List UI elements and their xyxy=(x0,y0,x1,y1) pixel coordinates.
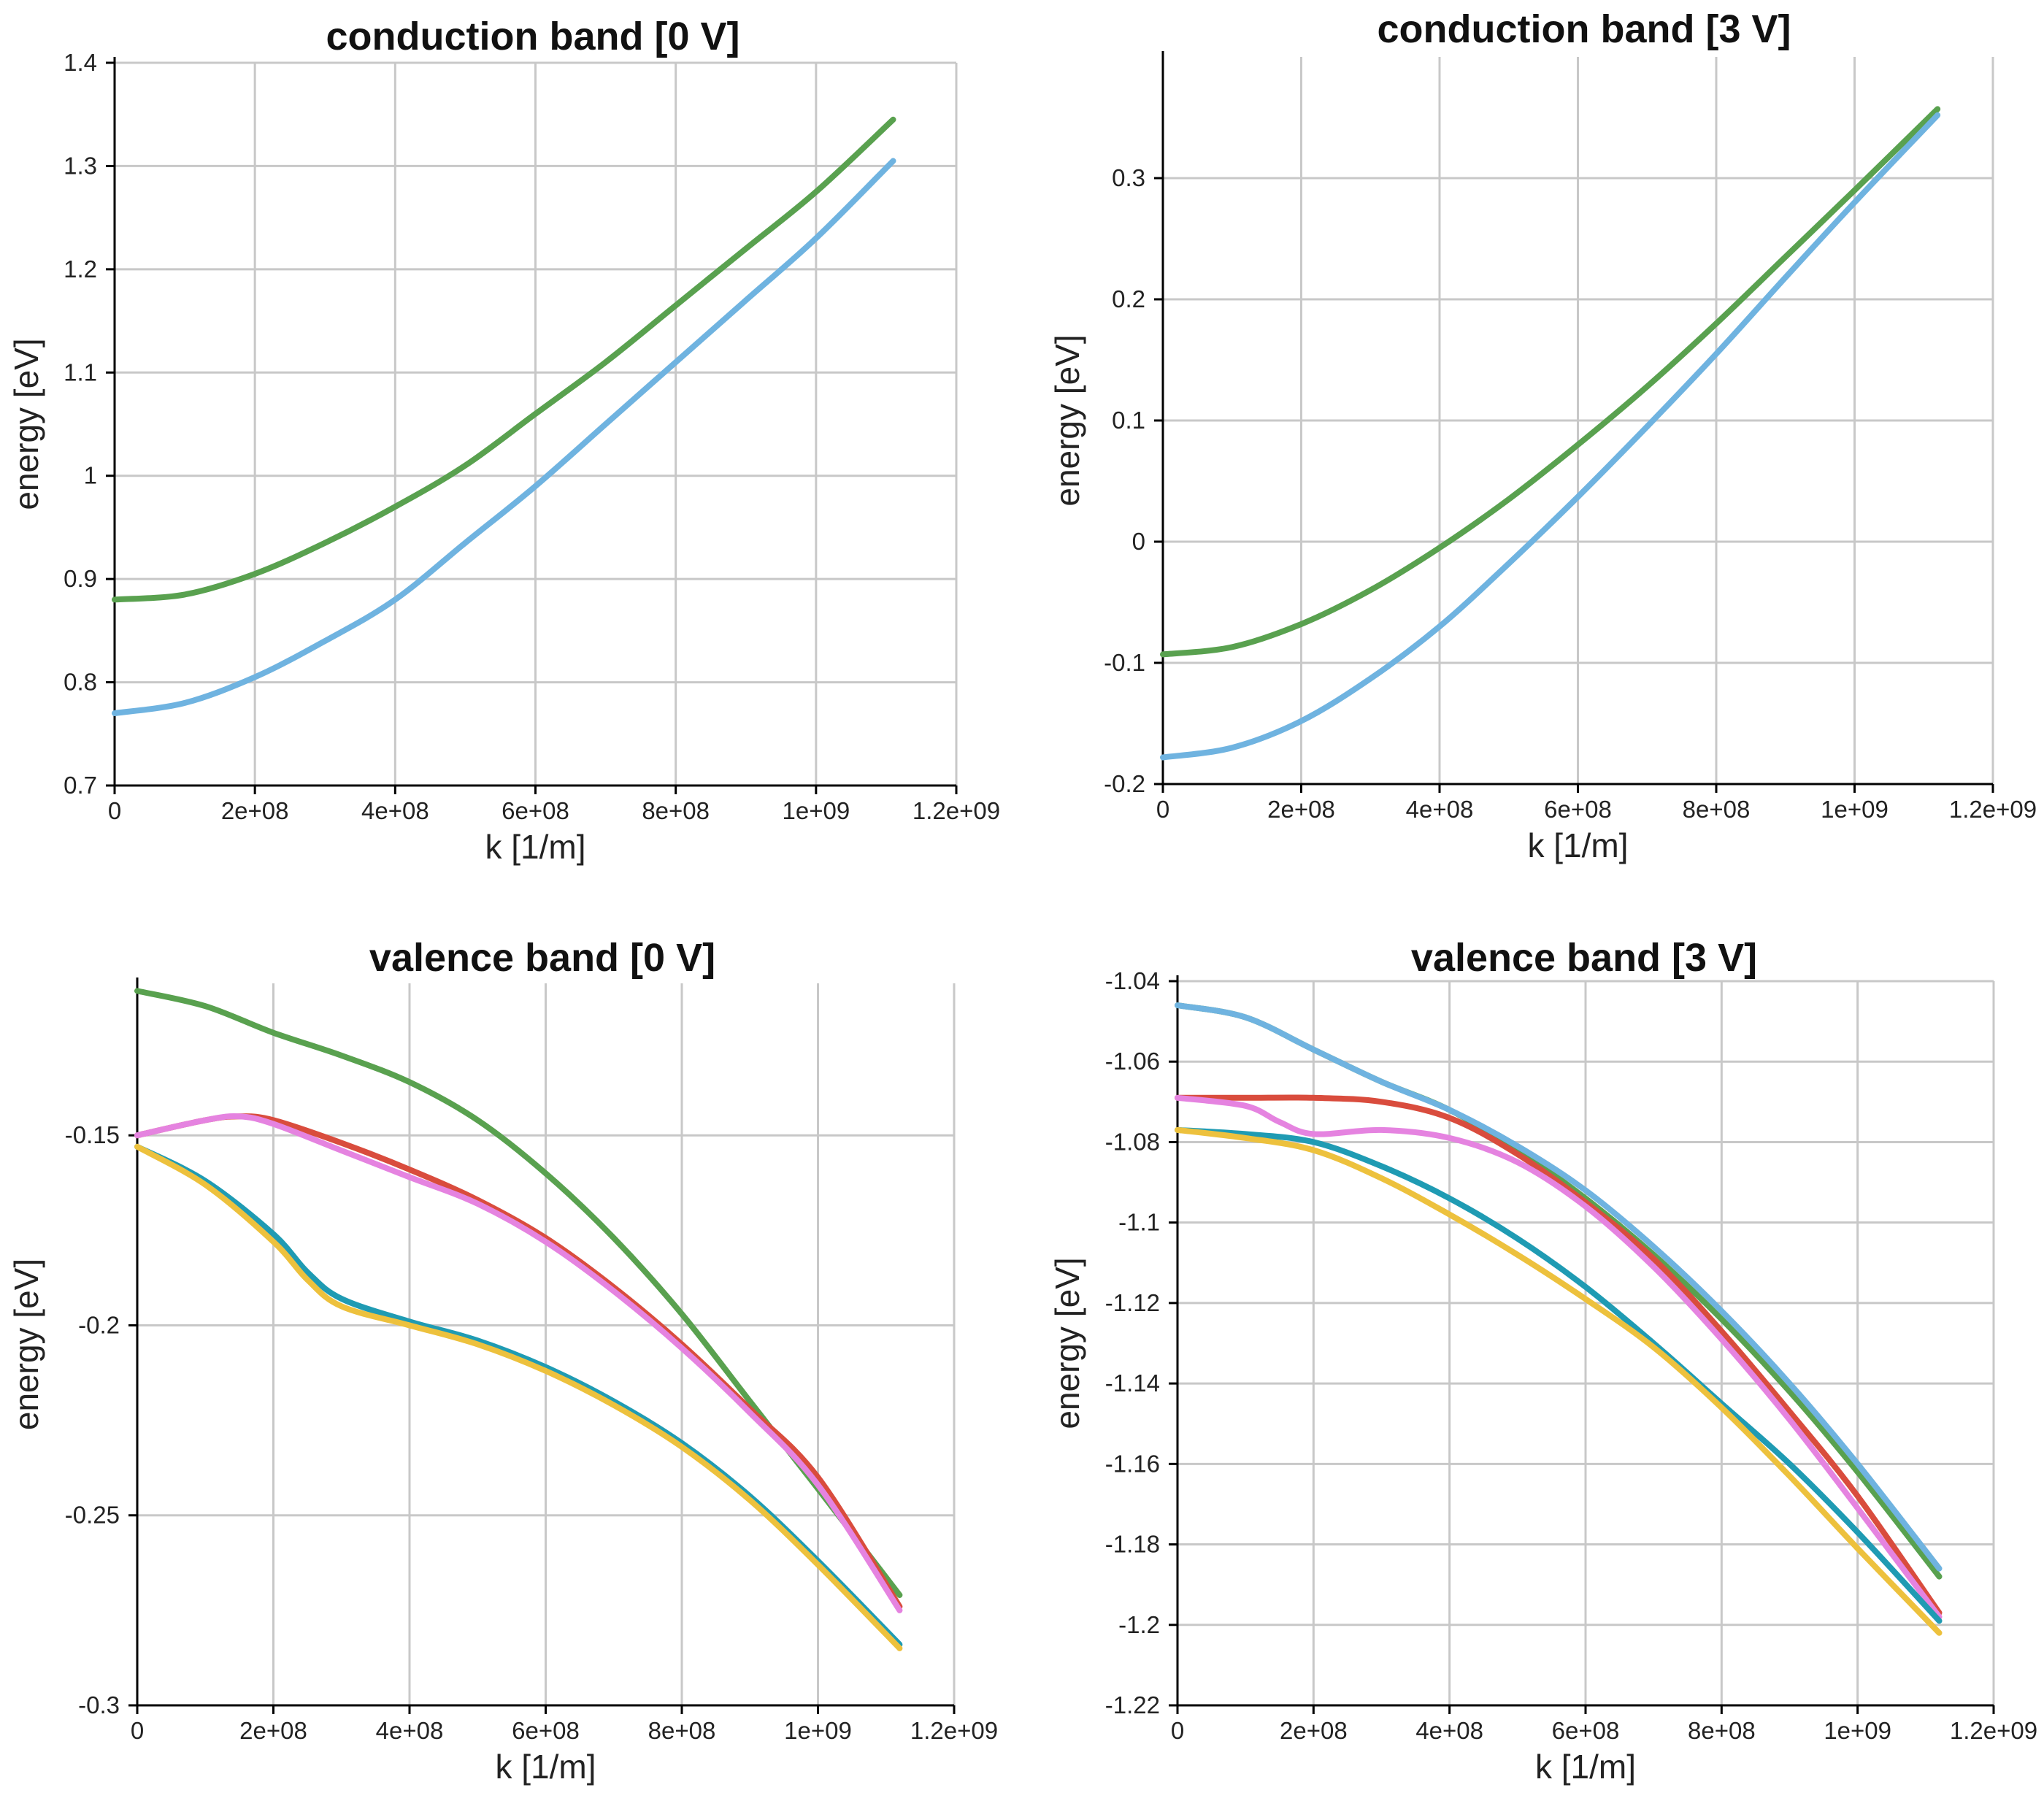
series-line-4 xyxy=(1175,1094,1943,1620)
x-tick-label: 2e+08 xyxy=(1280,1717,1348,1744)
x-tick-label: 8e+08 xyxy=(642,797,710,824)
x-tick-label: 1.2e+09 xyxy=(910,1717,998,1744)
y-tick-label: -0.25 xyxy=(65,1502,120,1529)
x-axis-label: k [1/m] xyxy=(1527,826,1628,864)
x-tick-label: 4e+08 xyxy=(1415,1717,1483,1744)
chart-title: valence band [3 V] xyxy=(1411,936,1757,980)
y-tick-label: -0.2 xyxy=(78,1311,120,1338)
series-line-5 xyxy=(134,1143,903,1651)
y-tick-label: 1.1 xyxy=(64,358,97,385)
x-axis-label: k [1/m] xyxy=(485,828,585,866)
series-line-2 xyxy=(1175,1002,1943,1572)
x-tick-label: 8e+08 xyxy=(1688,1717,1756,1744)
y-tick-label: -0.1 xyxy=(1104,649,1145,676)
series-line-5 xyxy=(1175,1126,1943,1624)
x-tick-label: 0 xyxy=(1156,796,1169,823)
x-tick-label: 1e+09 xyxy=(1824,1717,1891,1744)
series-line-2 xyxy=(112,158,896,716)
series-line-1 xyxy=(112,116,896,603)
x-tick-label: 8e+08 xyxy=(648,1717,716,1744)
chart-panel-1: conduction band [0 V] 0 2e+08 4e+08 6e+08 8e+… xyxy=(7,15,1000,866)
x-tick-label: 4e+08 xyxy=(376,1717,444,1744)
x-tick-label: 6e+08 xyxy=(512,1717,580,1744)
x-tick-label: 8e+08 xyxy=(1683,796,1751,823)
x-tick-label: 1.2e+09 xyxy=(912,797,1000,824)
y-axis-label: energy [eV] xyxy=(1048,1257,1086,1429)
y-tick-label: -1.04 xyxy=(1105,967,1160,994)
x-axis-label: k [1/m] xyxy=(1535,1748,1636,1786)
x-tick-label: 6e+08 xyxy=(1544,796,1612,823)
chart-panel-3: valence band [0 V] 0 2e+08 4e+08 6e+08 8e+08 1… xyxy=(7,936,998,1786)
x-tick-label: 2e+08 xyxy=(1267,796,1335,823)
x-tick-label: 6e+08 xyxy=(1552,1717,1620,1744)
y-tick-label: -1.08 xyxy=(1105,1128,1160,1155)
y-axis-label: energy [eV] xyxy=(7,338,45,510)
y-tick-label: 0.1 xyxy=(1112,407,1145,434)
y-tick-label: -0.3 xyxy=(78,1691,120,1718)
x-tick-label: 0 xyxy=(1171,1717,1184,1744)
x-tick-label: 6e+08 xyxy=(502,797,569,824)
chart-panel-2: conduction band [3 V] 0 2e+08 4e+08 6e+08 8e+… xyxy=(1048,7,2037,864)
y-tick-label: -1.12 xyxy=(1105,1289,1160,1316)
y-axis-label: energy [eV] xyxy=(7,1259,45,1430)
x-axis-label: k [1/m] xyxy=(495,1748,596,1786)
x-tick-label: 1e+09 xyxy=(784,1717,852,1744)
series-line-3 xyxy=(1175,1094,1943,1616)
y-tick-label: -1.22 xyxy=(1105,1691,1160,1718)
y-tick-label: 0.2 xyxy=(1112,285,1145,312)
y-axis-label: energy [eV] xyxy=(1048,334,1086,506)
chart-panel-4: valence band [3 V] 0 2e+08 4e+08 6e+08 8e+08 1… xyxy=(1048,936,2037,1786)
y-tick-label: 0.8 xyxy=(64,669,97,696)
series-line-6 xyxy=(1175,1126,1943,1636)
y-tick-label: -1.14 xyxy=(1105,1370,1160,1397)
x-tick-label: 0 xyxy=(131,1717,144,1744)
y-tick-label: 0.9 xyxy=(64,565,97,592)
y-tick-label: -1.2 xyxy=(1118,1611,1160,1638)
y-tick-label: -1.16 xyxy=(1105,1450,1160,1477)
y-tick-label: -1.18 xyxy=(1105,1531,1160,1558)
y-tick-label: -0.15 xyxy=(65,1121,120,1148)
y-tick-label: 0 xyxy=(1132,528,1145,555)
y-tick-label: -1.1 xyxy=(1118,1209,1160,1236)
y-tick-label: 1.3 xyxy=(64,152,97,179)
x-tick-label: 1e+09 xyxy=(1821,796,1889,823)
y-tick-label: 1.4 xyxy=(64,49,97,76)
y-tick-label: 0.3 xyxy=(1112,164,1145,191)
x-tick-label: 2e+08 xyxy=(221,797,289,824)
x-tick-label: 1e+09 xyxy=(782,797,850,824)
x-tick-label: 2e+08 xyxy=(239,1717,307,1744)
y-tick-label: 1.2 xyxy=(64,256,97,283)
y-tick-label: -1.06 xyxy=(1105,1048,1160,1075)
y-tick-label: 1 xyxy=(84,462,97,489)
series-line-2 xyxy=(1160,112,1941,761)
series-line-1 xyxy=(1160,106,1941,658)
series-line-3 xyxy=(134,1113,903,1613)
y-tick-label: 0.7 xyxy=(64,772,97,799)
x-tick-label: 0 xyxy=(108,797,121,824)
chart-title: valence band [0 V] xyxy=(369,936,715,980)
y-tick-label: -0.2 xyxy=(1104,770,1145,797)
x-tick-label: 1.2e+09 xyxy=(1949,796,2037,823)
chart-title: conduction band [0 V] xyxy=(326,15,740,58)
x-tick-label: 1.2e+09 xyxy=(1950,1717,2037,1744)
x-tick-label: 4e+08 xyxy=(1406,796,1474,823)
chart-title: conduction band [3 V] xyxy=(1378,7,1791,51)
x-tick-label: 4e+08 xyxy=(361,797,429,824)
